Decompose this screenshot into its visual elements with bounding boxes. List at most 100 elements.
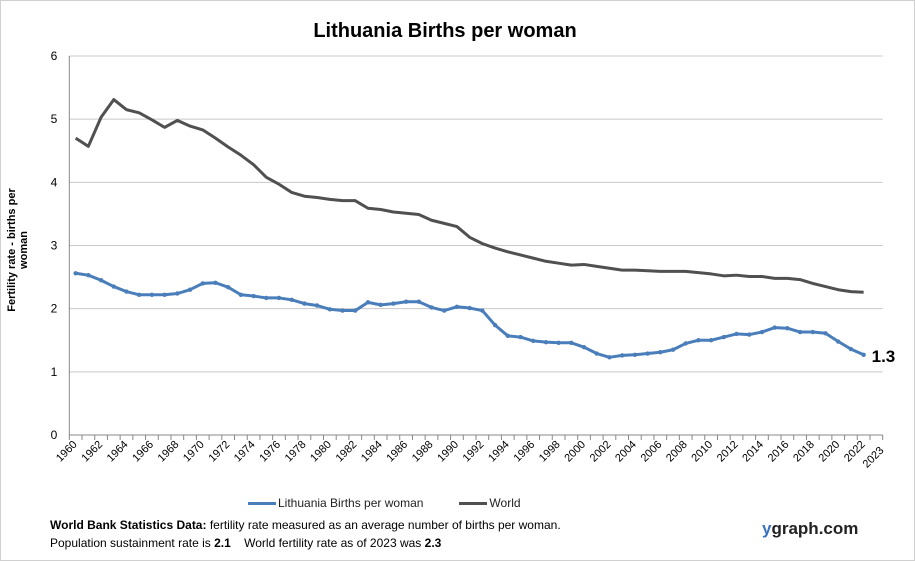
data-point xyxy=(505,333,510,339)
x-tick-label: 1998 xyxy=(537,439,563,465)
data-point xyxy=(645,351,650,356)
footer-text: Population sustainment rate is xyxy=(50,536,215,550)
legend: Lithuania Births per woman World xyxy=(248,496,521,510)
data-point xyxy=(365,300,371,305)
x-tick-label: 1968 xyxy=(156,439,182,465)
x-tick-label: 2002 xyxy=(588,439,614,465)
x-tick-label: 1964 xyxy=(105,439,131,465)
data-point xyxy=(289,297,294,303)
ygraph-logo[interactable]: ygraph.com xyxy=(762,519,858,539)
x-tick-label: 2020 xyxy=(817,439,843,465)
data-point xyxy=(518,334,523,340)
data-point xyxy=(721,334,727,340)
x-tick-label: 2018 xyxy=(791,439,817,465)
data-point xyxy=(492,322,498,328)
data-point xyxy=(480,308,485,313)
data-point xyxy=(238,292,244,297)
y-tick-label: 0 xyxy=(51,428,58,442)
x-tick-label: 1972 xyxy=(206,439,232,465)
legend-item-lithuania: Lithuania Births per woman xyxy=(248,496,423,510)
data-point xyxy=(848,346,854,352)
data-label: 1.3 xyxy=(872,347,896,366)
series-line xyxy=(74,98,864,294)
data-point xyxy=(391,301,396,306)
y-tick-label: 4 xyxy=(51,175,58,189)
data-point xyxy=(467,305,472,311)
data-point xyxy=(86,272,91,278)
series-line xyxy=(75,271,865,359)
logo-text: graph.com xyxy=(771,519,859,538)
data-point xyxy=(619,353,625,358)
x-tick-label: 1960 xyxy=(54,439,80,465)
footer-text: fertility rate measured as an average nu… xyxy=(206,518,561,532)
data-point xyxy=(810,329,815,335)
data-point xyxy=(314,303,320,308)
data-point xyxy=(797,329,803,335)
x-tick-label: 1962 xyxy=(79,439,105,465)
data-point xyxy=(708,338,714,343)
x-tick-label: 2008 xyxy=(664,439,690,465)
x-tick-label: 1986 xyxy=(384,439,410,465)
data-point xyxy=(225,284,231,290)
y-tick-label: 5 xyxy=(51,112,58,126)
x-tick-label: 2004 xyxy=(613,439,639,465)
footer-source: World Bank Statistics Data: xyxy=(50,518,207,532)
world-rate: 2.3 xyxy=(424,536,442,550)
data-point xyxy=(302,301,307,306)
x-tick-label: 2000 xyxy=(562,439,588,465)
data-point xyxy=(416,299,422,304)
data-point xyxy=(696,338,701,343)
x-tick-label: 1966 xyxy=(130,439,156,465)
x-tick-label: 1994 xyxy=(486,439,512,465)
x-tick-label: 1970 xyxy=(181,439,207,465)
x-tick-label: 1982 xyxy=(334,439,360,465)
x-tick-label: 2016 xyxy=(766,439,792,465)
data-point xyxy=(251,293,256,299)
data-point xyxy=(543,339,549,345)
footer-text: World fertility rate as of 2023 was xyxy=(230,536,425,550)
x-tick-label: 2014 xyxy=(740,439,766,465)
chart-title: Lithuania Births per woman xyxy=(313,20,577,42)
x-tick-label: 1978 xyxy=(283,439,309,465)
legend-label: Lithuania Births per woman xyxy=(278,496,424,510)
x-tick-label: 1976 xyxy=(257,439,283,465)
data-point xyxy=(861,352,866,357)
data-point xyxy=(556,340,561,345)
x-tick-label: 1992 xyxy=(461,439,487,465)
footer-line-1: World Bank Statistics Data: fertility ra… xyxy=(50,518,561,532)
legend-item-world: World xyxy=(459,496,521,510)
x-tick-label: 1988 xyxy=(410,439,436,465)
x-tick-label: 1996 xyxy=(512,439,538,465)
sustainment-rate: 2.1 xyxy=(214,536,231,550)
x-tick-label: 1974 xyxy=(232,439,258,465)
data-point xyxy=(213,280,218,285)
data-point xyxy=(683,341,688,346)
legend-label: World xyxy=(489,496,521,510)
x-tick-label: 2012 xyxy=(715,439,741,465)
x-tick-label: 1990 xyxy=(435,439,461,465)
data-point xyxy=(747,332,752,337)
data-point xyxy=(276,295,282,301)
data-point xyxy=(340,308,345,313)
data-point xyxy=(823,331,828,336)
data-point xyxy=(200,281,205,286)
data-point xyxy=(149,292,155,297)
legend-swatch-world xyxy=(459,502,488,506)
y-tick-label: 2 xyxy=(51,302,58,316)
data-point xyxy=(759,329,765,335)
data-point xyxy=(378,302,383,308)
data-point xyxy=(454,304,460,309)
data-point xyxy=(581,344,587,350)
legend-swatch-lithuania xyxy=(248,502,276,506)
footer-line-2: Population sustainment rate is 2.1 World… xyxy=(50,536,441,550)
y-tick-label: 1 xyxy=(51,365,58,379)
x-tick-label: 1980 xyxy=(308,439,334,465)
data-point xyxy=(403,299,409,304)
data-point xyxy=(111,284,116,289)
data-point xyxy=(98,278,104,283)
data-point xyxy=(73,271,78,276)
data-point xyxy=(670,347,676,352)
data-point xyxy=(137,292,142,297)
x-tick-label: 1984 xyxy=(359,439,385,465)
